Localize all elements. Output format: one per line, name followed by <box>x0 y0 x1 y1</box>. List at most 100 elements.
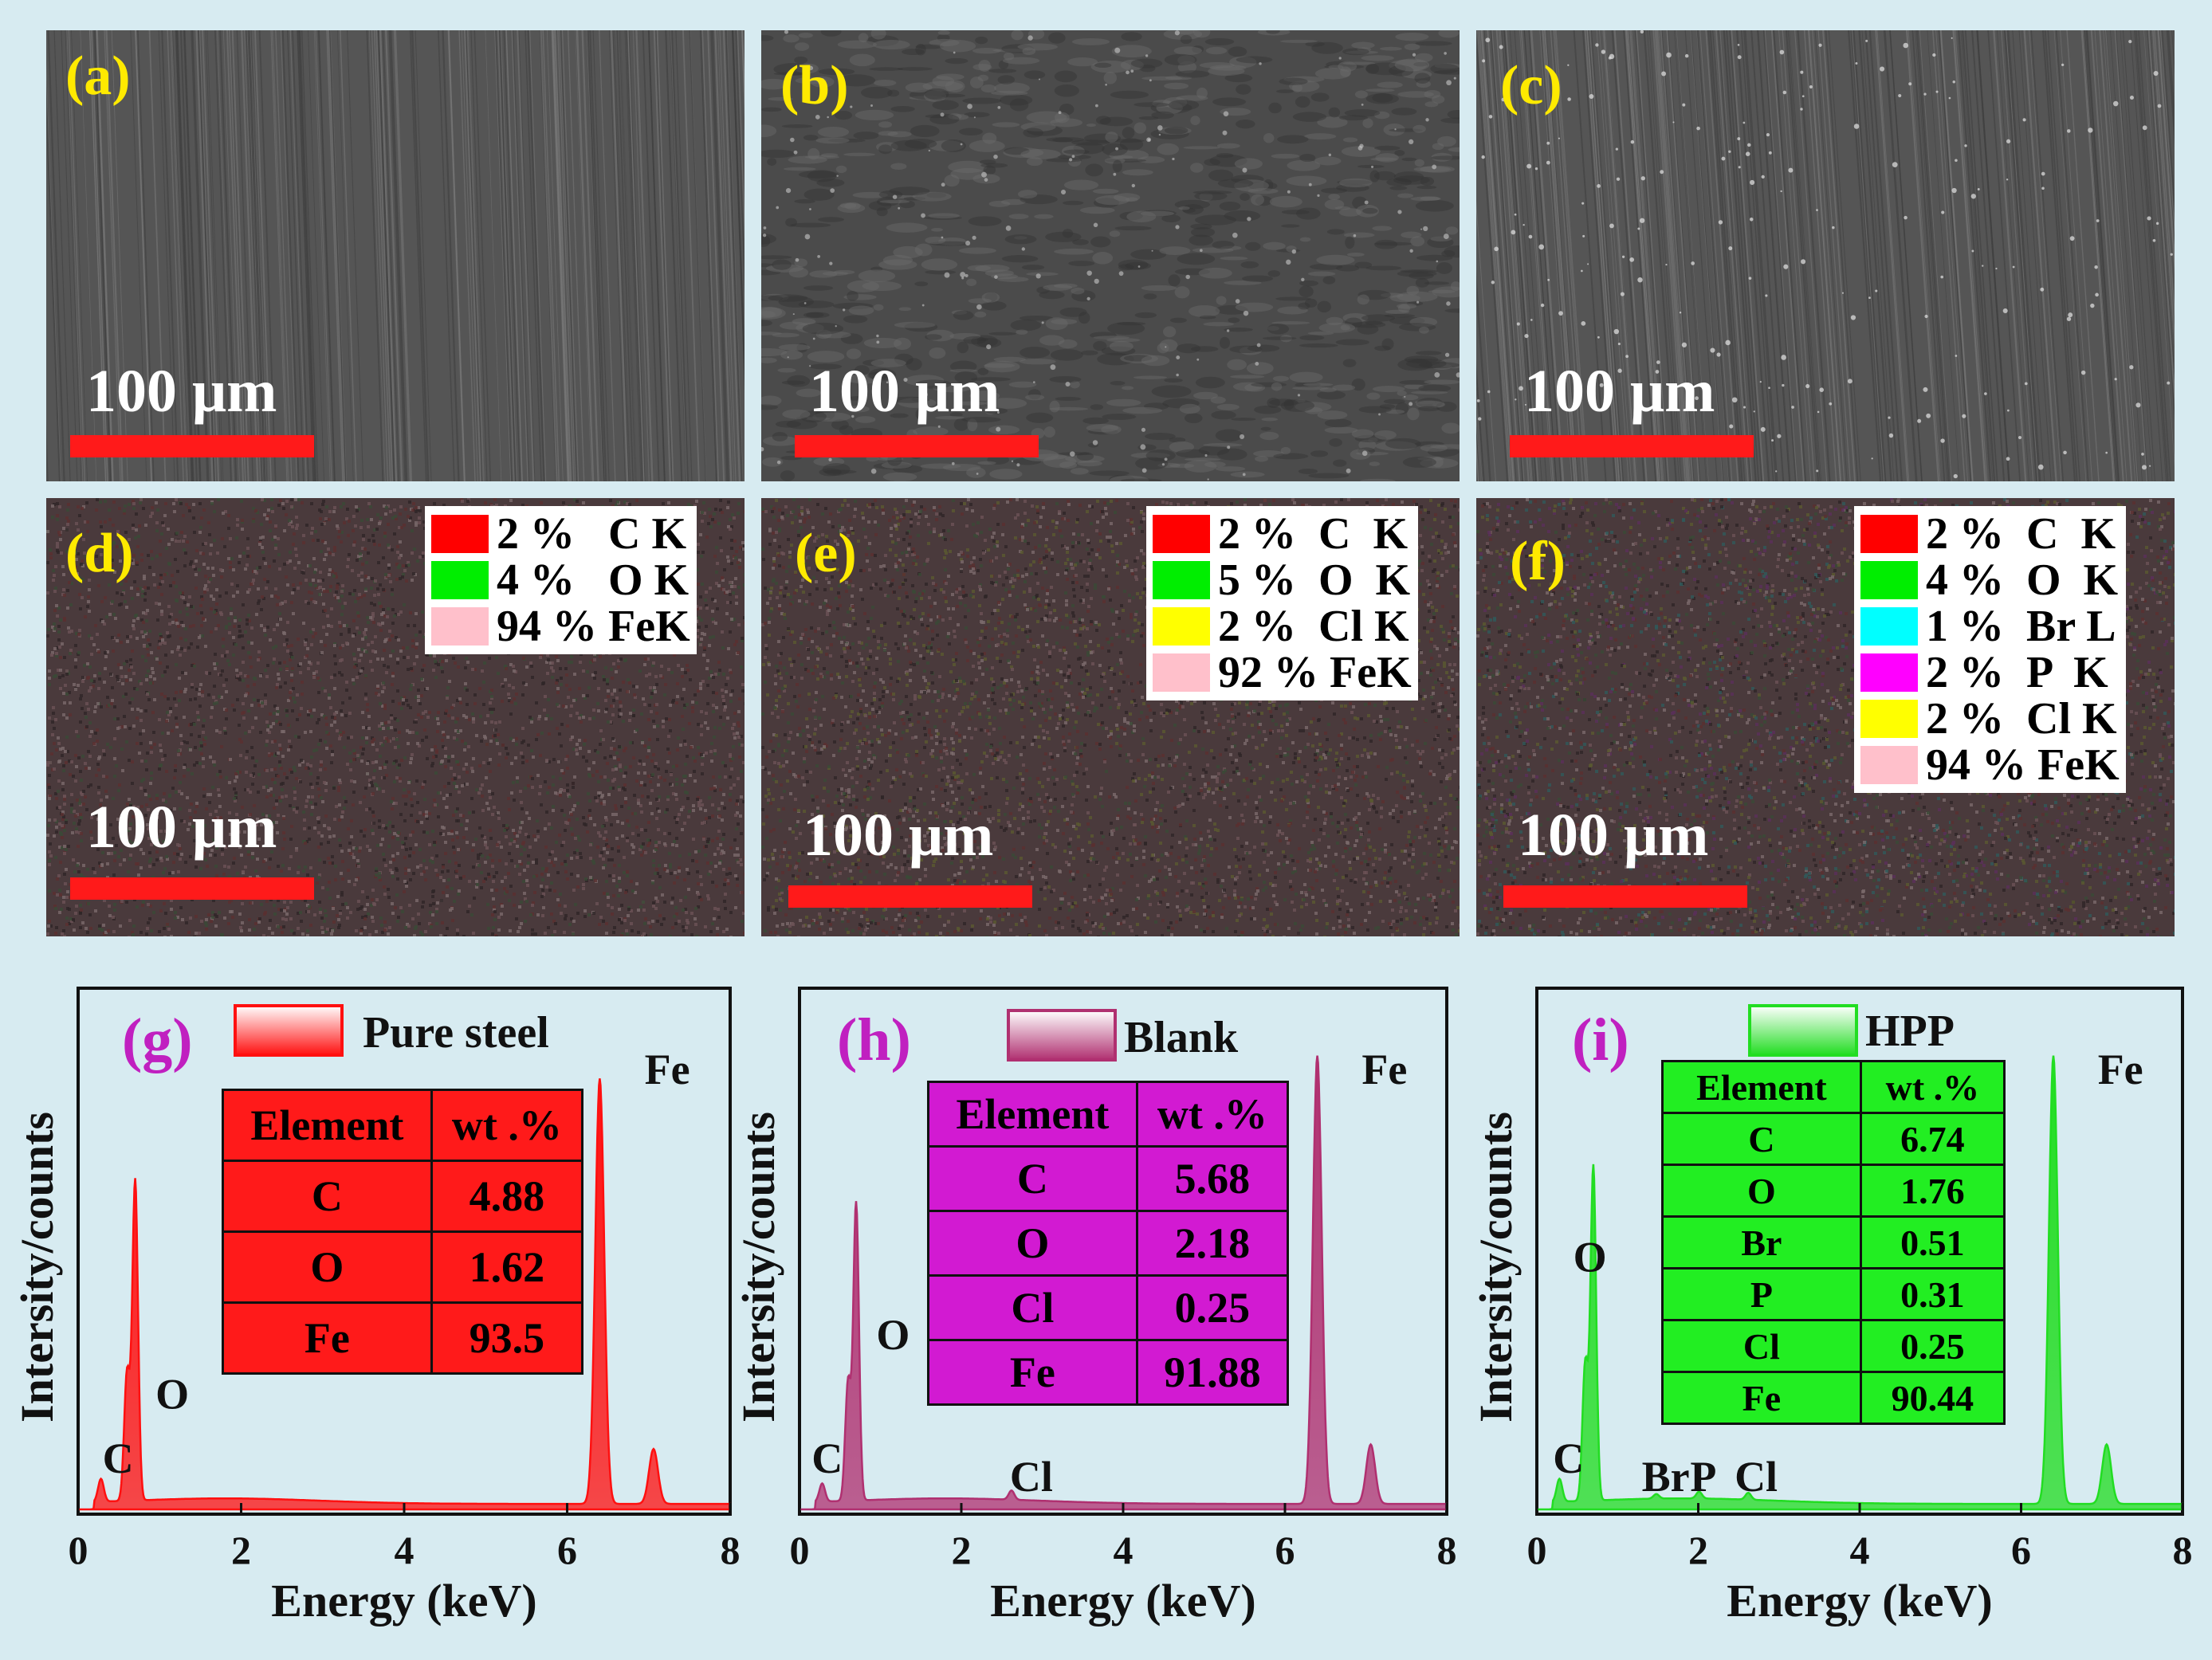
peak-label: Cl <box>1735 1453 1778 1501</box>
x-axis-label: Energy (keV) <box>990 1575 1255 1627</box>
table-cell: 0.51 <box>1859 1215 2006 1270</box>
panel-label-c: (c) <box>1500 55 1562 116</box>
legend-swatch <box>1153 653 1210 692</box>
scale-bar-a <box>70 435 314 457</box>
table-header-row: Element wt .% <box>222 1089 584 1162</box>
table-cell: C <box>927 1145 1138 1212</box>
legend-row: 2 % C K <box>1153 509 1412 559</box>
table-cell: 4.88 <box>430 1160 584 1233</box>
sem-panel-a: (a) 100 μm <box>46 30 745 481</box>
panel-label: (g) <box>122 1007 193 1073</box>
table-header-row: Element wt .% <box>1661 1060 2006 1114</box>
y-axis-label: Intersity/counts <box>733 1112 784 1423</box>
panel-label-f: (f) <box>1510 531 1566 592</box>
table-cell: 93.5 <box>430 1301 584 1375</box>
table-row: Fe 93.5 <box>222 1301 584 1375</box>
sem-image-c <box>1476 30 2175 481</box>
table-cell: Fe <box>1661 1371 1862 1425</box>
table-cell: 2.18 <box>1135 1210 1290 1277</box>
composition-table-g: Element wt .% C 4.88 O 1.62 Fe 93.5 <box>222 1089 584 1375</box>
legend-label: Blank <box>1124 1013 1239 1062</box>
scale-text-c: 100 μm <box>1524 358 1715 425</box>
panel-label-a: (a) <box>65 45 131 107</box>
table-cell: Fe <box>927 1339 1138 1406</box>
legend-text: 4 % O K <box>497 555 690 605</box>
legend-swatch <box>1153 607 1210 646</box>
legend-text: 2 % Cl K <box>1218 602 1409 651</box>
table-header-cell: Element <box>1661 1060 1862 1114</box>
panel-label-e: (e) <box>795 523 857 584</box>
x-tick-label: 0 <box>69 1528 88 1572</box>
peak-label: Fe <box>645 1046 690 1093</box>
legend-swatch <box>1860 607 1918 646</box>
legend-row: 92 % FeK <box>1153 648 1412 697</box>
x-axis-label: Energy (keV) <box>271 1575 536 1627</box>
legend-row: 4 % O K <box>431 555 690 605</box>
x-tick-label: 0 <box>790 1528 810 1572</box>
table-cell: Cl <box>1661 1319 1862 1373</box>
legend-swatch <box>431 561 489 599</box>
legend-text: 2 % Cl K <box>1926 694 2117 744</box>
table-cell: 1.62 <box>430 1230 584 1304</box>
legend-row: 2 % Cl K <box>1153 602 1412 651</box>
table-row: C 6.74 <box>1661 1112 2006 1166</box>
peak-label: P <box>1690 1453 1716 1501</box>
table-cell: 0.31 <box>1859 1267 2006 1321</box>
x-tick-label: 2 <box>1688 1528 1708 1572</box>
table-cell: 1.76 <box>1859 1164 2006 1218</box>
table-row: Fe 91.88 <box>927 1339 1290 1406</box>
legend-text: 94 % FeK <box>1926 740 2120 790</box>
legend-row: 94 % FeK <box>1860 740 2120 790</box>
legend-text: 2 % C K <box>1218 509 1408 559</box>
x-tick-label: 6 <box>1275 1528 1295 1572</box>
peak-label: Fe <box>1361 1046 1407 1093</box>
peak-label: Fe <box>2098 1046 2143 1093</box>
legend-row: 94 % FeK <box>431 602 690 651</box>
sem-panel-c: (c) 100 μm <box>1476 30 2175 481</box>
x-tick-label: 8 <box>721 1528 741 1572</box>
table-header-row: Element wt .% <box>927 1081 1290 1148</box>
scale-bar-e <box>788 885 1032 908</box>
table-cell: O <box>927 1210 1138 1277</box>
legend-swatch <box>1860 515 1918 553</box>
table-row: Br 0.51 <box>1661 1215 2006 1270</box>
table-header-cell: wt .% <box>1859 1060 2006 1114</box>
element-legend-e: 2 % C K 5 % O K 2 % Cl K 92 % FeK <box>1146 506 1418 700</box>
table-cell: 90.44 <box>1859 1371 2006 1425</box>
table-cell: Fe <box>222 1301 433 1375</box>
table-row: Cl 0.25 <box>1661 1319 2006 1373</box>
panel-label: (i) <box>1572 1007 1629 1073</box>
legend-swatch <box>431 515 489 553</box>
peak-label: C <box>1553 1434 1584 1482</box>
table-cell: C <box>1661 1112 1862 1166</box>
scale-text-a: 100 μm <box>86 358 277 425</box>
table-header-cell: Element <box>927 1081 1138 1148</box>
peak-label: O <box>876 1311 910 1359</box>
legend-swatch <box>1860 653 1918 692</box>
legend-text: 1 % Br L <box>1926 602 2116 651</box>
table-row: O 1.76 <box>1661 1164 2006 1218</box>
legend-text: 5 % O K <box>1218 555 1411 605</box>
table-row: O 1.62 <box>222 1230 584 1304</box>
panel-label-b: (b) <box>780 55 849 116</box>
sem-image-a <box>46 30 745 481</box>
scale-bar-c <box>1510 435 1754 457</box>
table-cell: O <box>1661 1164 1862 1218</box>
table-cell: C <box>222 1160 433 1233</box>
scale-text-d: 100 μm <box>86 794 277 861</box>
legend-swatch <box>1153 515 1210 553</box>
x-tick-label: 4 <box>395 1528 415 1572</box>
element-legend-d: 2 % C K 4 % O K 94 % FeK <box>425 506 697 654</box>
x-tick-label: 4 <box>1114 1528 1134 1572</box>
legend-row: 2 % C K <box>431 509 690 559</box>
legend-text: 2 % C K <box>497 509 686 559</box>
table-header-cell: wt .% <box>1135 1081 1290 1148</box>
legend-label: Pure steel <box>363 1008 549 1058</box>
table-row: C 5.68 <box>927 1145 1290 1212</box>
table-header-cell: wt .% <box>430 1089 584 1162</box>
legend-swatch <box>431 607 489 646</box>
legend-text: 92 % FeK <box>1218 648 1412 697</box>
legend-swatch <box>234 1004 344 1057</box>
peak-label: C <box>811 1434 843 1482</box>
